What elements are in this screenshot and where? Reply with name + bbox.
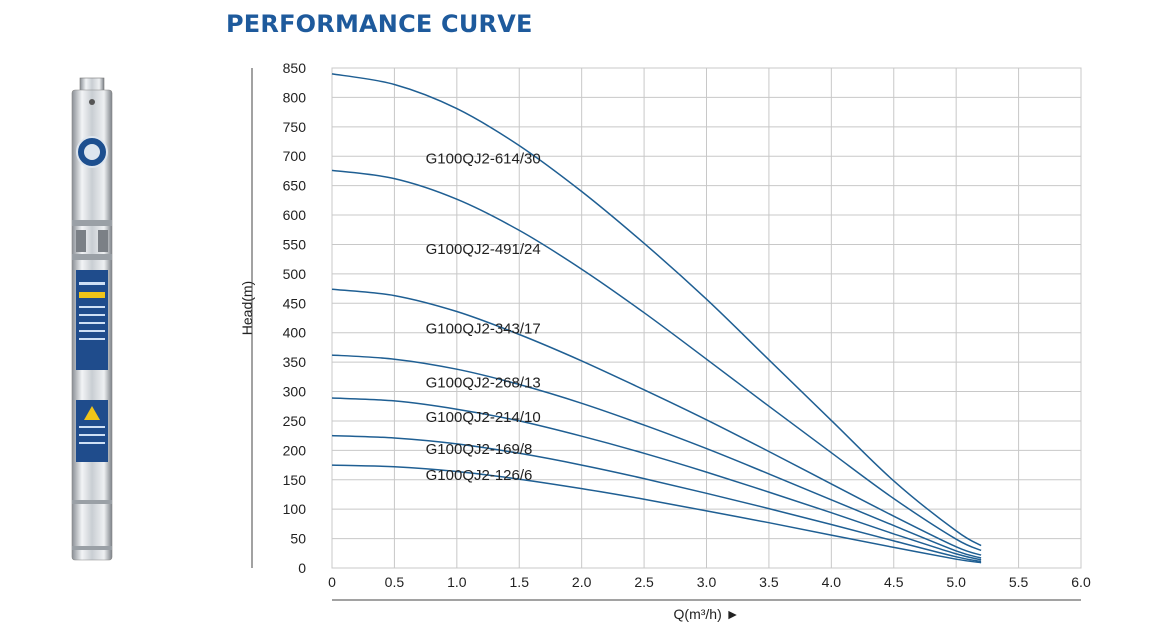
curve-G100QJ2-491/24 — [331, 169, 982, 552]
y-tick-label: 200 — [283, 442, 307, 458]
x-tick-label: 6.0 — [1071, 574, 1091, 590]
curve-G100QJ2-169/8 — [331, 434, 982, 563]
chart-curves — [331, 73, 982, 564]
curve-G100QJ2-343/17 — [331, 288, 982, 556]
x-tick-label: 2.5 — [634, 574, 654, 590]
y-tick-label: 350 — [283, 354, 307, 370]
curve-label: G100QJ2-214/10 — [426, 409, 541, 426]
chart-title: PERFORMANCE CURVE — [226, 10, 533, 38]
y-tick-label: 150 — [283, 472, 307, 488]
y-tick-label: 600 — [283, 207, 307, 223]
pump-product-image — [71, 77, 113, 561]
y-tick-label: 650 — [283, 178, 307, 194]
y-tick-label: 0 — [298, 560, 306, 576]
x-tick-label: 1.0 — [447, 574, 467, 590]
x-axis-label: Q(m³/h) ► — [674, 606, 740, 622]
y-tick-label: 400 — [283, 325, 307, 341]
curve-G100QJ2-126/6 — [331, 464, 982, 564]
x-tick-label: 1.5 — [510, 574, 530, 590]
curve-G100QJ2-214/10 — [331, 397, 982, 561]
x-tick-label: 5.5 — [1009, 574, 1029, 590]
curve-label: G100QJ2-169/8 — [426, 441, 533, 458]
chart-ticks: 0 0.5 1.0 1.5 2.0 2.5 3.0 3.5 4.0 4.5 5.0 5.5 6.0 0 50… — [283, 60, 1091, 590]
x-tick-label: 4.5 — [884, 574, 904, 590]
y-tick-label: 800 — [283, 89, 307, 105]
y-tick-label: 500 — [283, 266, 307, 282]
y-tick-label: 850 — [283, 60, 307, 76]
x-tick-label: 2.0 — [572, 574, 592, 590]
chart-curve-labels: G100QJ2-614/30 G100QJ2-491/24 G100QJ2-343/… — [426, 150, 541, 483]
curve-label: G100QJ2-614/30 — [426, 150, 541, 167]
y-tick-label: 300 — [283, 384, 307, 400]
curve-label: G100QJ2-126/6 — [426, 467, 533, 484]
y-tick-label: 50 — [290, 531, 306, 547]
y-tick-label: 100 — [283, 501, 307, 517]
x-tick-label: 0.5 — [385, 574, 405, 590]
x-tick-label: 4.0 — [822, 574, 842, 590]
x-tick-label: 3.5 — [759, 574, 779, 590]
curve-label: G100QJ2-343/17 — [426, 320, 541, 337]
curve-G100QJ2-268/13 — [331, 354, 982, 559]
curve-label: G100QJ2-491/24 — [426, 241, 541, 258]
y-tick-label: 250 — [283, 413, 307, 429]
curve-G100QJ2-614/30 — [331, 73, 982, 547]
x-tick-label: 3.0 — [697, 574, 717, 590]
x-tick-label: 5.0 — [946, 574, 966, 590]
y-tick-label: 750 — [283, 119, 307, 135]
y-tick-label: 450 — [283, 295, 307, 311]
curve-label: G100QJ2-268/13 — [426, 374, 541, 391]
y-tick-label: 700 — [283, 148, 307, 164]
y-tick-label: 550 — [283, 236, 307, 252]
x-tick-label: 0 — [328, 574, 336, 590]
